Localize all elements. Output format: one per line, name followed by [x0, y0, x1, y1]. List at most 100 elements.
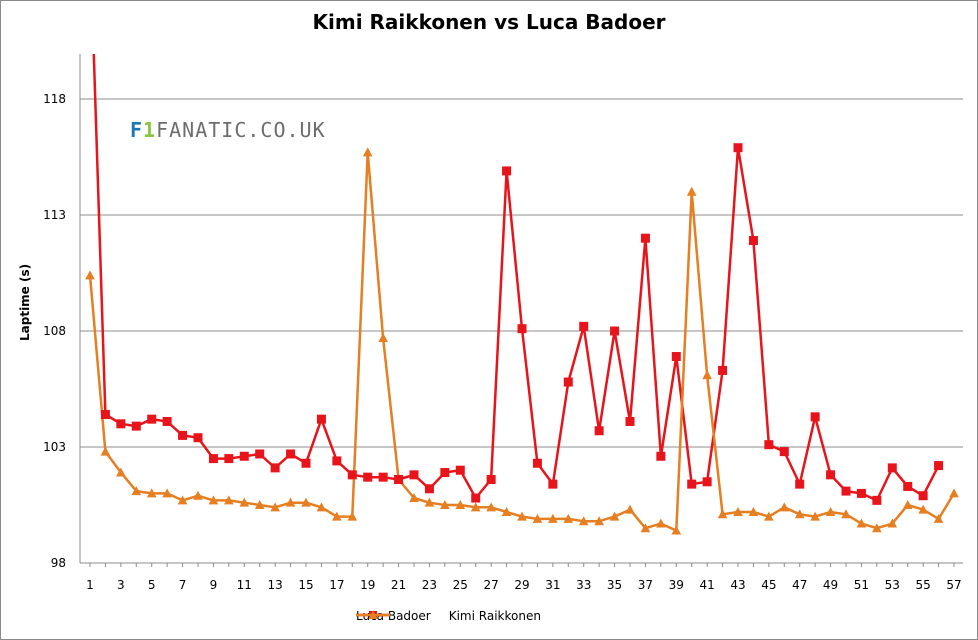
data-point-badoer	[116, 419, 126, 429]
x-tick-label: 55	[916, 578, 931, 592]
data-point-badoer	[903, 481, 913, 491]
data-point-raikkonen	[177, 495, 188, 505]
data-point-badoer	[394, 474, 404, 484]
x-tick-label: 25	[453, 578, 468, 592]
data-point-raikkonen	[640, 523, 651, 533]
data-point-raikkonen	[872, 523, 882, 533]
data-point-badoer	[455, 465, 465, 475]
y-tick-label: 108	[43, 324, 66, 338]
x-tick-label: 53	[885, 578, 900, 592]
data-point-badoer	[409, 470, 419, 480]
data-point-raikkonen	[764, 511, 774, 521]
x-tick-label: 1	[86, 578, 94, 592]
data-point-badoer	[193, 433, 203, 443]
data-point-raikkonen	[486, 502, 496, 512]
data-point-raikkonen	[332, 511, 342, 521]
data-point-badoer	[100, 410, 110, 420]
data-point-raikkonen	[532, 513, 543, 523]
data-point-raikkonen	[656, 518, 666, 528]
data-point-badoer	[332, 456, 342, 466]
data-point-badoer	[687, 479, 697, 489]
x-tick-label: 57	[946, 578, 961, 592]
data-point-badoer	[733, 143, 743, 153]
data-point-badoer	[502, 166, 512, 176]
data-point-badoer	[934, 461, 944, 471]
data-point-badoer	[178, 430, 188, 440]
data-point-raikkonen	[933, 513, 944, 523]
data-point-badoer	[887, 463, 897, 473]
data-point-raikkonen	[285, 497, 296, 507]
x-tick-label: 41	[700, 578, 715, 592]
data-point-badoer	[702, 477, 712, 487]
data-point-raikkonen	[856, 518, 867, 528]
data-point-raikkonen	[470, 502, 481, 512]
watermark-logo: F1FANATIC.CO.UK	[130, 118, 326, 142]
x-tick-label: 23	[422, 578, 437, 592]
data-point-raikkonen	[378, 332, 388, 342]
x-tick-label: 33	[576, 578, 591, 592]
chart-title: Kimi Raikkonen vs Luca Badoer	[312, 10, 666, 34]
data-point-badoer	[718, 365, 728, 375]
x-tick-label: 17	[329, 578, 344, 592]
data-point-badoer	[656, 451, 666, 461]
data-point-badoer	[594, 426, 604, 436]
data-point-badoer	[872, 495, 882, 505]
data-point-raikkonen	[810, 511, 820, 521]
legend: Luca Badoer Kimi Raikkonen	[356, 609, 559, 623]
x-tick-label: 3	[117, 578, 125, 592]
data-point-badoer	[208, 454, 218, 464]
data-point-badoer	[748, 236, 758, 246]
data-point-badoer	[255, 449, 265, 459]
x-tick-label: 43	[730, 578, 745, 592]
data-point-badoer	[471, 493, 481, 503]
data-point-raikkonen	[918, 504, 928, 514]
data-point-raikkonen	[316, 502, 327, 512]
data-point-raikkonen	[239, 497, 250, 507]
x-tick-label: 31	[545, 578, 560, 592]
data-point-raikkonen	[563, 513, 574, 523]
series-line-raikkonen	[88, 151, 956, 532]
data-point-raikkonen	[671, 525, 682, 535]
data-point-raikkonen	[162, 488, 172, 498]
x-tick-label: 9	[210, 578, 218, 592]
data-point-raikkonen	[424, 497, 435, 507]
data-point-badoer	[224, 454, 234, 464]
data-point-raikkonen	[625, 504, 635, 514]
data-point-badoer	[131, 421, 141, 431]
data-point-badoer	[810, 412, 820, 422]
data-point-badoer	[301, 458, 311, 468]
legend-item-raikkonen: Kimi Raikkonen	[356, 609, 541, 623]
data-point-badoer	[316, 414, 326, 424]
x-tick-label: 19	[360, 578, 375, 592]
data-point-raikkonen	[193, 490, 203, 500]
data-point-raikkonen	[578, 516, 589, 526]
x-tick-label: 27	[484, 578, 499, 592]
x-tick-label: 35	[607, 578, 622, 592]
data-point-raikkonen	[686, 186, 697, 196]
data-point-badoer	[563, 377, 573, 387]
data-point-raikkonen	[902, 500, 913, 509]
data-point-raikkonen	[440, 500, 450, 509]
data-point-badoer	[424, 484, 434, 494]
data-point-raikkonen	[131, 486, 142, 496]
plot-area	[85, 54, 959, 535]
data-point-raikkonen	[841, 509, 851, 519]
x-tick-label: 29	[514, 578, 529, 592]
data-point-badoer	[270, 463, 280, 473]
legend-swatch-raikkonen	[356, 610, 390, 619]
data-point-raikkonen	[455, 500, 466, 509]
x-tick-label: 47	[792, 578, 807, 592]
data-point-raikkonen	[301, 497, 311, 507]
data-point-badoer	[671, 352, 681, 362]
data-point-raikkonen	[347, 511, 358, 521]
x-tick-label: 39	[669, 578, 684, 592]
data-point-raikkonen	[146, 488, 157, 498]
data-point-raikkonen	[100, 446, 111, 456]
data-point-raikkonen	[208, 495, 219, 505]
legend-label-raikkonen: Kimi Raikkonen	[448, 609, 541, 623]
data-point-badoer	[147, 414, 157, 424]
data-point-raikkonen	[779, 502, 790, 512]
series-line-badoer	[92, 54, 940, 502]
